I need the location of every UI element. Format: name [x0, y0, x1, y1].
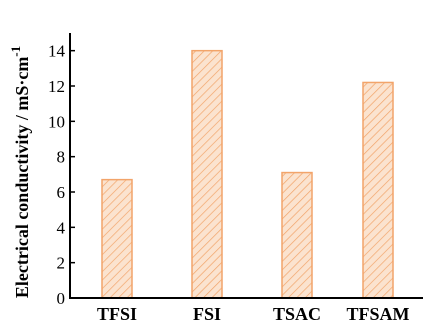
y-axis-title-text: Electrical conductivity / mS·cm — [12, 57, 32, 298]
x-category-label: TFSI — [97, 304, 137, 323]
bars-group — [101, 49, 394, 299]
y-axis-title: Electrical conductivity / mS·cm-1 — [8, 46, 32, 298]
bar-tsac — [281, 171, 313, 299]
bar-tfsam — [362, 81, 394, 299]
y-tick-label: 4 — [57, 218, 66, 237]
y-tick-label: 0 — [57, 289, 66, 308]
y-ticks-group: 0 2 4 6 8 10 12 14 — [48, 42, 75, 308]
y-axis-title-superscript: -1 — [8, 46, 23, 57]
x-labels-group: TFSI FSI TSAC TFSAM — [97, 304, 410, 323]
bar-tfsi — [101, 178, 133, 299]
y-tick-label: 8 — [57, 148, 66, 167]
y-tick-label: 6 — [57, 183, 66, 202]
x-category-label: FSI — [193, 304, 221, 323]
bar-fsi — [191, 49, 223, 299]
y-tick-label: 12 — [48, 77, 65, 96]
y-tick-label: 14 — [48, 42, 66, 61]
x-category-label: TSAC — [273, 304, 321, 323]
x-category-label: TFSAM — [347, 304, 410, 323]
y-tick-label: 10 — [48, 112, 65, 131]
y-tick-label: 2 — [57, 254, 66, 273]
